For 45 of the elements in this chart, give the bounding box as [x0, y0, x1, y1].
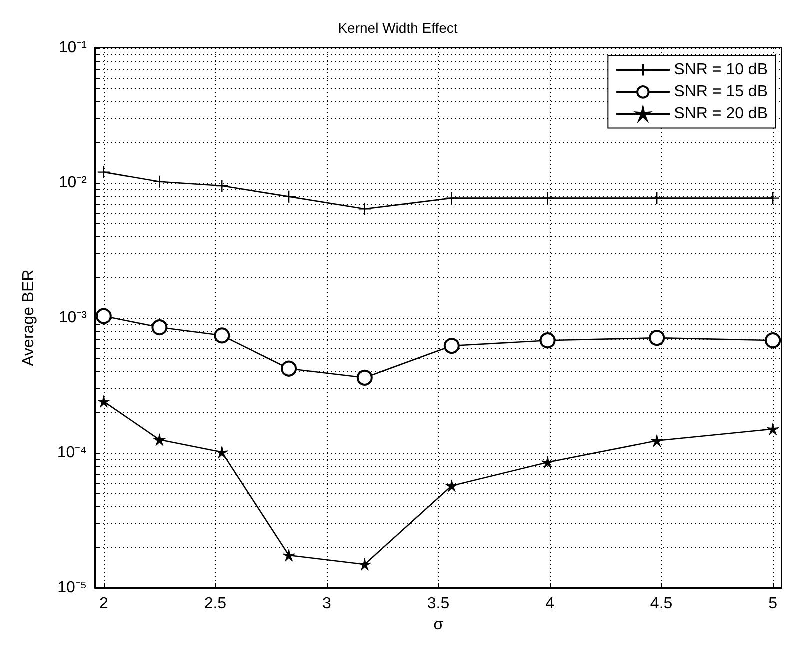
- point: [766, 422, 780, 436]
- x-axis-title: σ: [434, 616, 444, 634]
- legend-label: SNR = 15 dB: [674, 84, 768, 101]
- point: [540, 332, 556, 349]
- point: [445, 192, 458, 205]
- legend-label: SNR = 20 dB: [674, 106, 768, 123]
- point: [765, 332, 782, 349]
- point: [446, 480, 458, 492]
- y-tick-label: 10⁻²: [58, 174, 88, 192]
- y-tick-label: 10⁻⁵: [58, 580, 87, 596]
- point: [649, 330, 666, 346]
- point: [356, 370, 373, 386]
- y-axis-title: Average BER: [20, 270, 38, 366]
- y-tick-label: 10⁻³: [58, 310, 88, 326]
- y-tick-label: 10⁻⁴: [57, 444, 88, 462]
- point: [216, 446, 228, 459]
- point: [152, 320, 168, 336]
- point: [98, 395, 110, 408]
- point: [216, 179, 229, 193]
- point: [650, 192, 664, 205]
- point: [153, 175, 166, 188]
- x-tick-label: 3: [322, 596, 332, 612]
- legend-label: SNR = 10 dB: [674, 62, 768, 79]
- point: [358, 202, 372, 216]
- x-tick-label: 2.5: [204, 596, 227, 612]
- x-tick-label: 2: [99, 596, 108, 612]
- point: [281, 360, 298, 377]
- chart-title: Kernel Width Effect: [338, 20, 458, 36]
- point: [282, 549, 296, 562]
- x-tick-label: 4: [546, 596, 555, 612]
- point: [96, 308, 112, 324]
- x-tick-label: 5: [768, 596, 778, 612]
- y-tick-label: 10⁻¹: [58, 40, 87, 56]
- x-tick-label: 4.5: [650, 596, 673, 612]
- x-tick-label: 3.5: [427, 596, 450, 612]
- point: [541, 192, 554, 205]
- point: [282, 190, 296, 204]
- point: [358, 558, 372, 571]
- point: [766, 192, 780, 205]
- point: [97, 166, 111, 179]
- point: [214, 328, 230, 344]
- point: [444, 338, 460, 354]
- point: [153, 434, 166, 446]
- point: [650, 434, 664, 448]
- point: [541, 456, 554, 469]
